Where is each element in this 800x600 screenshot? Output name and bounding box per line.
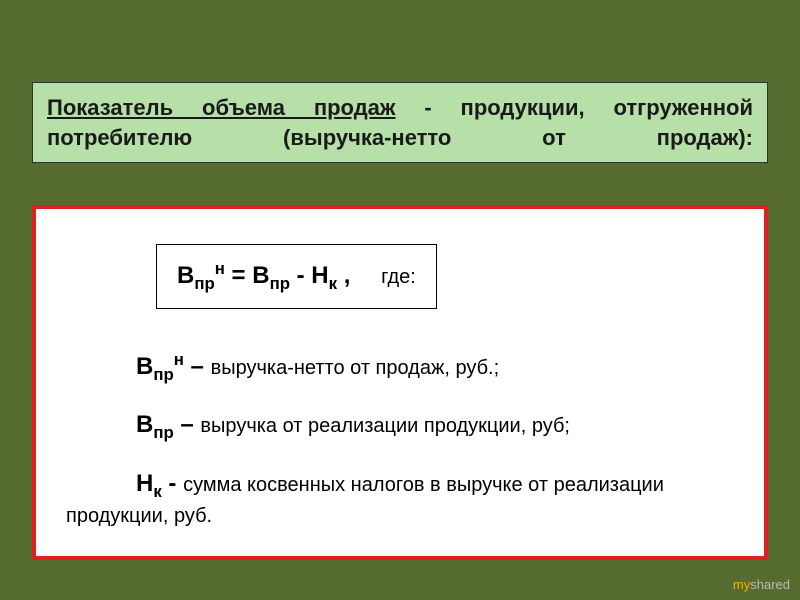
definition-symbol: Впрн – [136,353,211,380]
def2-base: В [136,411,153,438]
formula-comma: , [337,262,350,289]
formula-lhs-sup: н [215,259,225,278]
def3-base: Н [136,470,153,497]
watermark-prefix: my [733,577,750,592]
formula-content-box: Впрн = Впр - Нк , где: Впрн – выручка-не… [32,205,768,560]
formula-minus: - [290,262,311,289]
header-underlined-term: Показатель объема продаж [47,95,396,120]
definition-symbol: Впр – [136,411,200,438]
definition-symbol: Нк - [136,470,183,497]
formula-expression: Впрн = Впр - Нк , [177,262,357,289]
definition-row: Впрн – выручка-нетто от продаж, руб.; [136,349,734,386]
formula-lhs-sub: пр [194,274,214,293]
definition-text: выручка-нетто от продаж, руб.; [211,357,500,379]
formula-rhs2-base: Н [311,262,328,289]
formula-rhs1-sub: пр [270,274,290,293]
def3-sub: к [153,482,161,501]
def3-dash: - [162,470,183,497]
formula-where-label: где: [381,266,416,288]
watermark: myshared [733,577,790,592]
def1-base: В [136,353,153,380]
header-definition-box: Показатель объема продаж - продукции, от… [32,82,768,163]
def1-sub: пр [153,365,173,384]
formula-box: Впрн = Впр - Нк , где: [156,244,437,309]
def2-sub: пр [153,423,173,442]
def1-sup: н [174,350,184,369]
definition-text: выручка от реализации продукции, руб; [200,415,570,437]
formula-rhs1-base: В [252,262,269,289]
definition-row: Впр – выручка от реализации продукции, р… [136,409,734,444]
def2-dash: – [174,411,201,438]
def1-dash: – [184,353,211,380]
formula-rhs2-sub: к [329,274,337,293]
definition-row: Нк - сумма косвенных налогов в выручке о… [66,468,734,529]
watermark-suffix: shared [750,577,790,592]
formula-lhs-base: В [177,262,194,289]
formula-equals: = [225,262,252,289]
